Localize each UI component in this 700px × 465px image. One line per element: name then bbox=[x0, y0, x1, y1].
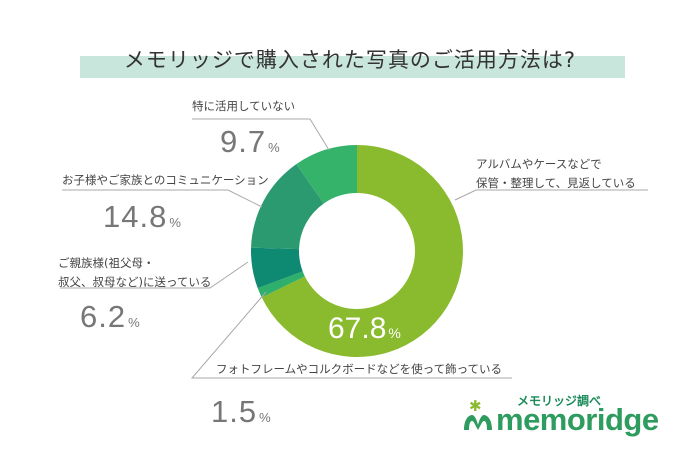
label-frame: フォトフレームやコルクボードなどを使って飾っている bbox=[216, 360, 502, 379]
leader-line-slice-album bbox=[454, 189, 648, 201]
chart-title: メモリッジで購入された写真のご活用方法は? bbox=[123, 48, 577, 72]
value-album: 67.8% bbox=[328, 314, 401, 344]
value-album-unit: % bbox=[388, 325, 401, 341]
value-relatives-unit: % bbox=[128, 315, 141, 330]
value-frame-unit: % bbox=[259, 410, 272, 425]
label-frame-line1: フォトフレームやコルクボードなどを使って飾っている bbox=[216, 362, 503, 376]
logo-mark-icon: ✱ bbox=[464, 397, 492, 430]
leader-line-slice-frame bbox=[190, 291, 512, 379]
value-frame-number: 1.5 bbox=[211, 394, 258, 429]
leader-line-slice-communication bbox=[62, 189, 263, 208]
label-not-used-line1: 特に活用していない bbox=[192, 99, 296, 113]
logo-m-icon bbox=[464, 415, 492, 430]
logo-name: memoridge bbox=[496, 402, 659, 437]
label-album: アルバムやケースなどで 保管・整理して、見返している bbox=[476, 155, 636, 193]
slice-relatives bbox=[251, 247, 303, 289]
leader-line-slice-not-used bbox=[192, 118, 330, 151]
value-not-used: 9.7% bbox=[220, 126, 281, 157]
logo-star-icon: ✱ bbox=[469, 397, 482, 415]
value-not-used-number: 9.7 bbox=[220, 124, 267, 159]
title-band bbox=[80, 56, 625, 78]
label-relatives-line1: ご親族様(祖父母・ bbox=[58, 256, 155, 270]
slice-communication bbox=[251, 164, 324, 250]
value-relatives-number: 6.2 bbox=[80, 299, 127, 334]
slice-album bbox=[261, 145, 463, 357]
value-communication-number: 14.8 bbox=[103, 199, 168, 234]
label-relatives-line2: 叔父、叔母など)に送っている bbox=[58, 275, 212, 289]
value-album-number: 67.8 bbox=[328, 312, 387, 345]
label-album-line2: 保管・整理して、見返している bbox=[476, 176, 636, 190]
value-communication: 14.8% bbox=[103, 201, 182, 232]
value-not-used-unit: % bbox=[268, 140, 281, 155]
label-communication-line1: お子様やご家族とのコミュニケーション bbox=[62, 173, 269, 187]
value-relatives: 6.2% bbox=[80, 301, 141, 332]
leader-line-slice-relatives bbox=[60, 261, 249, 289]
label-relatives: ご親族様(祖父母・ 叔父、叔母など)に送っている bbox=[58, 254, 211, 292]
label-not-used: 特に活用していない bbox=[192, 97, 295, 116]
logo-subtitle: メモリッジ調べ bbox=[517, 394, 602, 408]
slice-not-used bbox=[296, 145, 357, 204]
slice-frame bbox=[257, 271, 305, 298]
value-frame: 1.5% bbox=[211, 396, 272, 427]
label-communication: お子様やご家族とのコミュニケーション bbox=[62, 171, 269, 190]
label-album-line1: アルバムやケースなどで bbox=[476, 157, 602, 171]
value-communication-unit: % bbox=[169, 215, 182, 230]
